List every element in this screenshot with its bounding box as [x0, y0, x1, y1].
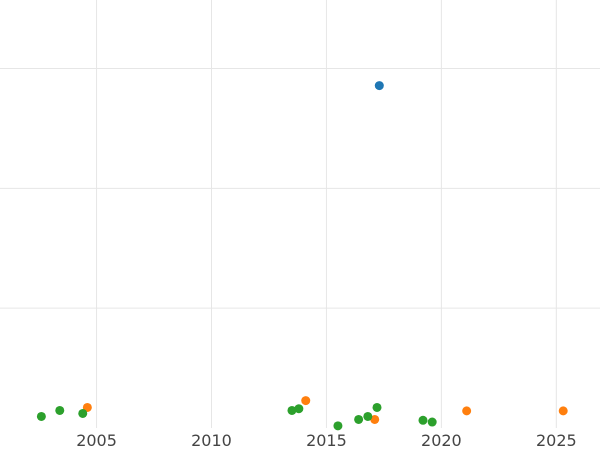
data-point-series-3-1 — [36, 411, 46, 421]
x-tick-label-2015: 2015 — [306, 431, 347, 450]
data-point-series-3-9 — [372, 402, 382, 412]
x-tick-label-2020: 2020 — [421, 431, 462, 450]
data-point-series-2-5 — [558, 406, 568, 416]
x-tick-label-2005: 2005 — [76, 431, 117, 450]
data-point-series-2-3 — [370, 414, 380, 424]
data-point-series-3-8 — [363, 411, 373, 421]
data-point-series-1-1 — [374, 81, 384, 91]
data-point-series-3-4 — [287, 405, 297, 415]
data-point-series-3-11 — [427, 417, 437, 427]
data-point-series-2-2 — [301, 396, 311, 406]
data-point-series-3-7 — [354, 414, 364, 424]
data-point-series-3-5 — [294, 404, 304, 414]
data-point-series-3-2 — [55, 405, 65, 415]
grid — [0, 0, 600, 428]
x-tick-label-2025: 2025 — [536, 431, 577, 450]
data-point-series-3-3 — [78, 408, 88, 418]
data-points — [36, 81, 568, 431]
x-tick-label-2010: 2010 — [191, 431, 232, 450]
x-axis-tick-labels: 2005 2010 2015 2020 2025 — [76, 431, 576, 450]
data-point-series-3-6 — [333, 421, 343, 431]
data-point-series-3-10 — [418, 415, 428, 425]
data-point-series-2-4 — [462, 406, 472, 416]
